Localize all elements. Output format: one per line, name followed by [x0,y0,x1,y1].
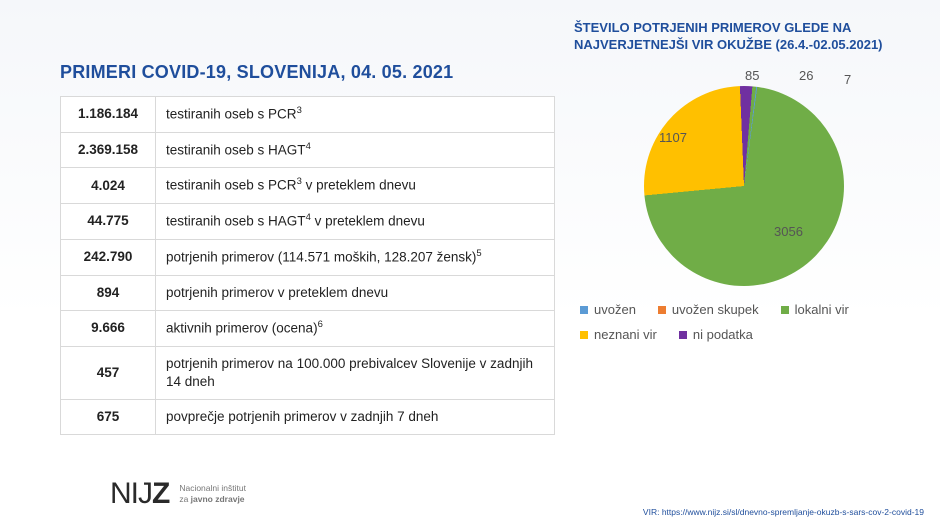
table-row: 457potrjenih primerov na 100.000 prebiva… [61,346,555,399]
table-row: 2.369.158testiranih oseb s HAGT4 [61,132,555,168]
stat-value: 675 [61,399,156,434]
pie-data-label: 7 [844,72,851,87]
legend-item: uvožen [580,298,636,323]
legend-label: neznani vir [594,323,657,348]
stat-label: potrjenih primerov na 100.000 prebivalce… [156,346,555,399]
pie-data-label: 26 [799,68,813,83]
stat-label: aktivnih primerov (ocena)6 [156,310,555,346]
table-row: 1.186.184testiranih oseb s PCR3 [61,97,555,133]
nijz-logo: NIJZ Nacionalni inštitutza javno zdravje [110,477,246,511]
stat-value: 894 [61,275,156,310]
stat-value: 457 [61,346,156,399]
stat-label: testiranih oseb s PCR3 v preteklem dnevu [156,168,555,204]
stat-label: testiranih oseb s PCR3 [156,97,555,133]
stats-table-body: 1.186.184testiranih oseb s PCR32.369.158… [61,97,555,435]
stat-label: povprečje potrjenih primerov v zadnjih 7… [156,399,555,434]
stat-value: 242.790 [61,239,156,275]
pie-chart: 7 26 85 1107 3056 [614,68,884,278]
legend-row: uvožen uvožen skupek lokalni vir neznani vi… [580,298,910,347]
legend-swatch [781,306,789,314]
legend-item: lokalni vir [781,298,849,323]
stat-label: potrjenih primerov v preteklem dnevu [156,275,555,310]
stat-value: 4.024 [61,168,156,204]
pie-disc [644,86,844,286]
table-row: 675povprečje potrjenih primerov v zadnji… [61,399,555,434]
legend-label: lokalni vir [795,298,849,323]
table-row: 9.666aktivnih primerov (ocena)6 [61,310,555,346]
table-row: 44.775testiranih oseb s HAGT4 v pretekle… [61,204,555,240]
pie-data-label: 3056 [774,224,803,239]
legend-label: uvožen skupek [672,298,759,323]
stats-table: 1.186.184testiranih oseb s PCR32.369.158… [60,96,555,435]
legend-item: neznani vir [580,323,657,348]
legend-swatch [658,306,666,314]
chart-title: ŠTEVILO POTRJENIH PRIMEROV GLEDE NA NAJV… [574,20,914,54]
logo-mark: NIJZ [110,477,169,511]
logo-text: Nacionalni inštitutza javno zdravje [179,483,246,504]
source-citation: VIR: https://www.nijz.si/sl/dnevno-sprem… [643,507,924,517]
legend-label: ni podatka [693,323,753,348]
legend-item: ni podatka [679,323,753,348]
legend-swatch [580,306,588,314]
pie-data-label: 1107 [659,130,687,145]
stat-value: 9.666 [61,310,156,346]
legend-label: uvožen [594,298,636,323]
pie-data-label: 85 [745,68,759,83]
stat-label: potrjenih primerov (114.571 moških, 128.… [156,239,555,275]
legend-swatch [580,331,588,339]
page-title: PRIMERI COVID-19, SLOVENIJA, 04. 05. 202… [60,62,453,83]
table-row: 894potrjenih primerov v preteklem dnevu [61,275,555,310]
stat-value: 44.775 [61,204,156,240]
stat-label: testiranih oseb s HAGT4 [156,132,555,168]
stat-label: testiranih oseb s HAGT4 v preteklem dnev… [156,204,555,240]
chart-legend: uvožen uvožen skupek lokalni vir neznani vi… [580,298,910,347]
legend-item: uvožen skupek [658,298,759,323]
stat-value: 2.369.158 [61,132,156,168]
table-row: 242.790potrjenih primerov (114.571 moški… [61,239,555,275]
legend-swatch [679,331,687,339]
stat-value: 1.186.184 [61,97,156,133]
table-row: 4.024testiranih oseb s PCR3 v preteklem … [61,168,555,204]
